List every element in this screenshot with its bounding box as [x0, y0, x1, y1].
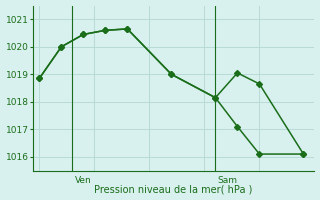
Text: Sam: Sam — [218, 176, 238, 185]
Text: Ven: Ven — [75, 176, 91, 185]
X-axis label: Pression niveau de la mer( hPa ): Pression niveau de la mer( hPa ) — [94, 184, 253, 194]
